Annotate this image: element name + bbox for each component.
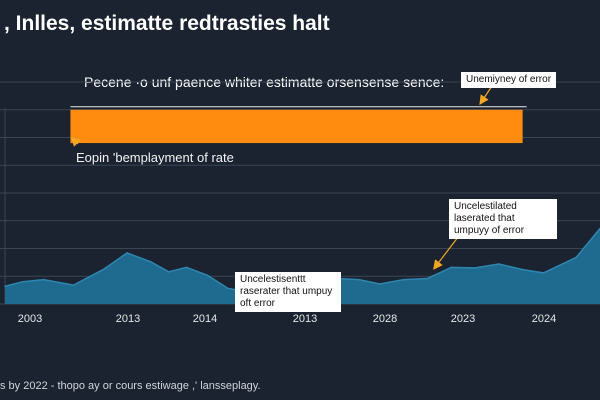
x-tick-label: 2014 (193, 313, 217, 325)
x-axis-ticks: 2003 2013 2014 2013 2028 2023 2024 (18, 313, 556, 325)
x-tick-label: 2003 (18, 313, 42, 325)
arrow-unemployment-error (479, 85, 493, 105)
data-point (185, 266, 188, 269)
callout-laserated: Uncelestilated laserated that umpuyy of … (449, 199, 557, 239)
data-point (167, 271, 170, 273)
data-point (402, 278, 405, 281)
data-point (72, 284, 75, 286)
arrow-band-label (70, 136, 81, 147)
band-layer (70, 106, 527, 144)
data-point (227, 287, 229, 290)
data-point (379, 283, 381, 285)
estimate-band (70, 109, 523, 144)
band-label: Eopin 'bemplayment of rate (76, 150, 234, 165)
data-point (450, 266, 453, 269)
callout-raserater: Uncelestisenttt raserater that umpuy oft… (235, 272, 341, 312)
data-point (498, 263, 500, 265)
chart-title: , Inlles, estimatte redtrasties halt (4, 12, 330, 35)
data-point (22, 281, 24, 283)
data-point (474, 267, 476, 269)
x-tick-label: 2023 (451, 313, 475, 325)
x-tick-label: 2013 (293, 313, 317, 325)
data-point (42, 278, 45, 281)
data-point (521, 268, 524, 271)
data-point (149, 261, 152, 263)
data-point (426, 277, 429, 280)
x-tick-label: 2024 (532, 313, 556, 325)
data-point (206, 274, 209, 276)
x-tick-label: 2013 (116, 313, 140, 325)
footnote: s by 2022 - thopo ay or cours estiwage ,… (0, 380, 261, 392)
data-point (102, 268, 104, 271)
data-point (4, 285, 6, 288)
callout-unemployment-error: Unemiyney of error (461, 72, 557, 88)
data-point (575, 256, 577, 259)
data-point (358, 278, 360, 281)
data-point (542, 272, 545, 274)
x-tick-label: 2028 (373, 313, 397, 325)
series-area (5, 228, 600, 304)
data-point (126, 252, 128, 254)
